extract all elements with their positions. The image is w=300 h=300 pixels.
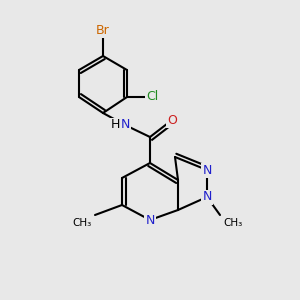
- Text: Cl: Cl: [146, 91, 158, 103]
- Text: O: O: [167, 113, 177, 127]
- Text: Br: Br: [96, 23, 110, 37]
- Text: CH₃: CH₃: [73, 218, 92, 228]
- Text: N: N: [120, 118, 130, 131]
- Text: N: N: [145, 214, 155, 226]
- Text: H: H: [110, 118, 120, 131]
- Text: N: N: [202, 164, 212, 176]
- Text: CH₃: CH₃: [223, 218, 242, 228]
- Text: N: N: [202, 190, 212, 203]
